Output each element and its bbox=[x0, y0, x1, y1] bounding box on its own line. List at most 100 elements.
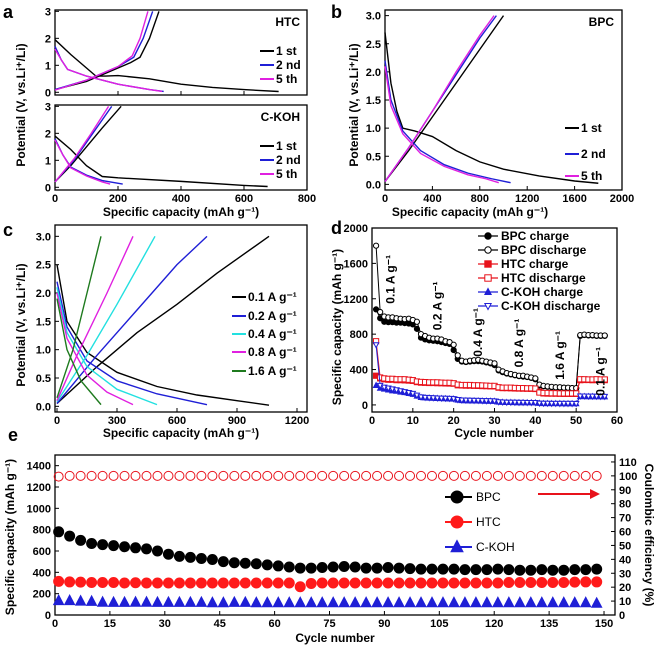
ce-point bbox=[251, 470, 262, 481]
data-point bbox=[173, 550, 185, 562]
data-point bbox=[413, 318, 421, 325]
y-tick-label: 1.0 bbox=[36, 345, 51, 357]
data-point bbox=[466, 397, 474, 405]
x-tick-label: 60 bbox=[611, 415, 623, 427]
data-point bbox=[108, 540, 120, 552]
legend-label: BPC charge bbox=[501, 229, 569, 243]
data-point bbox=[349, 577, 361, 589]
data-point bbox=[417, 394, 425, 401]
plot-frame bbox=[384, 9, 623, 191]
y-tick-label: 400 bbox=[350, 365, 368, 377]
y-tick-label: 600 bbox=[33, 546, 51, 558]
x-tick-label: 30 bbox=[488, 415, 500, 427]
ce-point bbox=[536, 470, 547, 481]
x-tick-label: 400 bbox=[172, 193, 190, 205]
data-point bbox=[481, 577, 493, 589]
data-point bbox=[228, 577, 240, 589]
data-point bbox=[459, 577, 471, 589]
data-point bbox=[349, 596, 361, 608]
arrow-icon bbox=[590, 489, 600, 499]
data-point bbox=[75, 576, 87, 588]
x-tick-label: 20 bbox=[448, 415, 460, 427]
data-point bbox=[129, 595, 142, 607]
bpc-charge-curve bbox=[384, 15, 505, 182]
x-tick-label: 2000 bbox=[610, 193, 634, 205]
y-tick-label: 1200 bbox=[344, 294, 368, 306]
data-point bbox=[491, 360, 498, 367]
data-point bbox=[316, 577, 328, 589]
data-point bbox=[75, 534, 87, 546]
data-point bbox=[272, 577, 284, 589]
data-point bbox=[393, 596, 405, 608]
data-point bbox=[552, 400, 560, 408]
data-point bbox=[415, 577, 427, 589]
y-axis-label: Potential (V, vs.Li⁺/Li) bbox=[14, 43, 28, 166]
data-point bbox=[108, 576, 120, 588]
x-tick-label: 1600 bbox=[562, 193, 586, 205]
rate-discharge-curve bbox=[56, 264, 270, 406]
data-point bbox=[568, 596, 581, 608]
ce-point bbox=[339, 470, 350, 481]
ce-point bbox=[492, 470, 503, 481]
data-point bbox=[591, 576, 603, 588]
x-tick-label: 300 bbox=[108, 415, 126, 427]
x-tick-label: 1200 bbox=[515, 193, 539, 205]
data-point bbox=[511, 399, 519, 407]
x-tick-label: 15 bbox=[104, 618, 116, 630]
htc-discharge-curve bbox=[54, 39, 279, 93]
data-point bbox=[239, 557, 251, 569]
bpc-discharge-curve bbox=[384, 32, 599, 184]
ce-point bbox=[53, 471, 64, 482]
data-point bbox=[527, 399, 535, 407]
ce-point bbox=[558, 470, 569, 481]
legend-label: C-KOH discharge bbox=[501, 299, 601, 313]
data-point bbox=[514, 596, 526, 608]
rate-annotation: 0.1 A g⁻¹ bbox=[594, 347, 608, 396]
legend-label: 0.8 A g⁻¹ bbox=[248, 345, 297, 359]
htc-charge-curve bbox=[54, 11, 160, 91]
data-point bbox=[584, 393, 592, 401]
data-point bbox=[426, 577, 438, 589]
data-point bbox=[294, 581, 306, 593]
ce-point bbox=[174, 470, 185, 481]
ckoh-discharge-curve bbox=[54, 135, 268, 188]
y-tick-label: 0.5 bbox=[36, 373, 51, 385]
y-tick-label: 800 bbox=[33, 525, 51, 537]
inset-label: HTC bbox=[275, 15, 300, 29]
ce-point bbox=[503, 470, 514, 481]
data-point bbox=[459, 564, 471, 576]
y-axis-label: Potential (V, vs.Li⁺/Li) bbox=[347, 43, 361, 166]
data-point bbox=[162, 577, 174, 589]
data-point bbox=[492, 596, 504, 608]
data-point bbox=[372, 342, 380, 349]
x-tick-label: 600 bbox=[168, 415, 186, 427]
data-point bbox=[532, 385, 539, 392]
legend-label: 1.6 A g⁻¹ bbox=[248, 364, 297, 378]
x-tick-label: 800 bbox=[471, 193, 489, 205]
legend-label: 1 st bbox=[276, 44, 297, 58]
inset-label: C-KOH bbox=[261, 110, 300, 124]
legend-marker bbox=[484, 274, 492, 282]
data-point bbox=[540, 400, 547, 408]
rate-discharge-curve bbox=[56, 281, 208, 406]
legend-marker bbox=[450, 515, 464, 529]
ce-point bbox=[405, 470, 416, 481]
data-point bbox=[119, 541, 131, 553]
data-point bbox=[228, 595, 241, 607]
y-tick-label: 2 bbox=[45, 33, 51, 45]
data-point bbox=[426, 563, 438, 575]
data-point bbox=[579, 596, 592, 608]
y-tick-label: 1.5 bbox=[366, 95, 381, 107]
data-point bbox=[507, 399, 515, 407]
ce-point bbox=[481, 470, 492, 481]
y2-tick-label: 60 bbox=[619, 527, 631, 539]
y-tick-label: 2.5 bbox=[366, 39, 381, 51]
x-tick-label: 50 bbox=[570, 415, 582, 427]
legend-label: 1 st bbox=[276, 139, 297, 153]
data-point bbox=[173, 577, 185, 589]
data-point bbox=[272, 560, 284, 572]
ce-point bbox=[97, 470, 108, 481]
data-point bbox=[162, 595, 175, 607]
legend-label: 0.2 A g⁻¹ bbox=[248, 309, 297, 323]
data-point bbox=[86, 576, 98, 588]
